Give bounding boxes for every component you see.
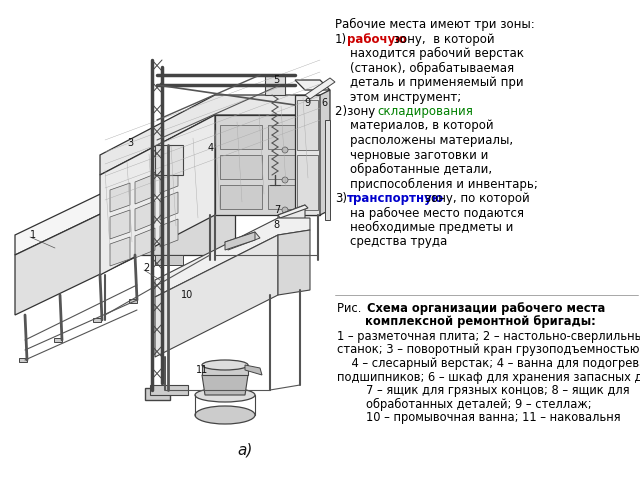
Text: средства труда: средства труда [335,236,447,249]
Text: 1 – разметочная плита; 2 – настольно-сверлильный: 1 – разметочная плита; 2 – настольно-све… [337,330,640,343]
Text: черновые заготовки и: черновые заготовки и [335,148,488,161]
Text: приспособления и инвентарь;: приспособления и инвентарь; [335,178,538,191]
Polygon shape [155,235,278,357]
Polygon shape [135,228,155,258]
Text: Рабочие места имеют три зоны:: Рабочие места имеют три зоны: [335,18,535,31]
Polygon shape [160,165,178,193]
Circle shape [282,207,288,213]
Ellipse shape [202,360,248,370]
Text: 3: 3 [127,138,133,148]
Text: 1: 1 [30,230,36,240]
Text: рабочую: рабочую [348,33,407,46]
Bar [268,125,310,149]
Bar [297,155,318,210]
Text: 4: 4 [208,143,214,153]
Text: 10 – промывочная ванна; 11 – наковальня: 10 – промывочная ванна; 11 – наковальня [337,411,621,424]
Text: 2)зону: 2)зону [335,105,379,118]
Ellipse shape [195,388,255,402]
Text: Рис.: Рис. [337,302,369,315]
Circle shape [282,177,288,183]
Text: находится рабочий верстак: находится рабочий верстак [335,47,524,60]
Text: 3): 3) [335,192,347,205]
Polygon shape [278,230,310,295]
Polygon shape [160,192,178,220]
Text: материалов, в которой: материалов, в которой [335,120,493,132]
Text: а): а) [237,443,253,457]
Polygon shape [325,120,330,220]
Polygon shape [110,237,130,266]
Text: зону,  в которой: зону, в которой [390,33,495,46]
Text: 4 – слесарный верстак; 4 – ванна для подогрева: 4 – слесарный верстак; 4 – ванна для под… [337,357,640,370]
Text: складирования: складирования [378,105,474,118]
Bar [93,318,101,322]
Polygon shape [265,75,285,95]
Text: транспортную: транспортную [348,192,444,205]
Polygon shape [155,218,310,297]
Text: 6: 6 [321,98,327,108]
Text: обработанные детали,: обработанные детали, [335,163,492,176]
Polygon shape [145,388,170,400]
Text: (станок), обрабатываемая: (станок), обрабатываемая [335,61,514,74]
Polygon shape [140,195,235,255]
Text: 7: 7 [274,205,280,215]
Polygon shape [278,205,308,218]
Polygon shape [202,365,248,375]
Text: необходимые предметы и: необходимые предметы и [335,221,513,234]
Polygon shape [160,219,178,247]
Polygon shape [155,145,183,175]
Bar [220,155,262,179]
Polygon shape [100,95,320,175]
Polygon shape [225,232,260,250]
Polygon shape [295,95,320,215]
Text: станок; 3 – поворотный кран грузоподъемностью 0,5 Т;: станок; 3 – поворотный кран грузоподъемн… [337,344,640,357]
Polygon shape [110,210,130,239]
Text: обработанных деталей; 9 – стеллаж;: обработанных деталей; 9 – стеллаж; [337,397,591,410]
Text: 11: 11 [196,365,208,375]
Polygon shape [100,115,215,275]
Polygon shape [278,235,305,275]
Polygon shape [135,174,155,204]
Polygon shape [278,205,305,245]
Polygon shape [15,175,235,255]
Text: 1): 1) [335,33,347,46]
Polygon shape [295,80,330,90]
Text: расположены материалы,: расположены материалы, [335,134,513,147]
Text: деталь и применяемый при: деталь и применяемый при [335,76,524,89]
Text: 7 – ящик для грязных концов; 8 – ящик для: 7 – ящик для грязных концов; 8 – ящик дл… [337,384,630,397]
Polygon shape [155,255,183,265]
Bar [54,338,62,342]
Text: 2: 2 [143,263,149,273]
Bar [129,299,137,303]
Polygon shape [202,375,248,395]
Bar [220,125,262,149]
Polygon shape [15,195,140,315]
Text: на рабочее место подаются: на рабочее место подаются [335,206,524,219]
Text: 10: 10 [181,290,193,300]
Polygon shape [305,78,335,99]
Text: Схема организации рабочего места: Схема организации рабочего места [367,302,605,315]
Polygon shape [215,115,320,215]
Bar [268,185,310,209]
Text: этом инструмент;: этом инструмент; [335,91,461,104]
Polygon shape [225,232,255,250]
Ellipse shape [195,406,255,424]
Text: 8: 8 [273,220,279,230]
Polygon shape [110,183,130,212]
Bar [297,100,318,150]
Text: 9: 9 [304,98,310,108]
Polygon shape [320,90,330,215]
Bar [268,155,310,179]
Polygon shape [150,385,188,395]
Text: подшипников; 6 – шкаф для хранения запасных деталей;: подшипников; 6 – шкаф для хранения запас… [337,371,640,384]
Circle shape [282,147,288,153]
Text: 5: 5 [273,75,279,85]
Bar [19,358,27,362]
Text: зону, по которой: зону, по которой [420,192,529,205]
Bar [220,185,262,209]
Text: комплексной ремонтной бригады:: комплексной ремонтной бригады: [365,315,595,328]
Polygon shape [135,201,155,231]
Polygon shape [245,365,262,375]
